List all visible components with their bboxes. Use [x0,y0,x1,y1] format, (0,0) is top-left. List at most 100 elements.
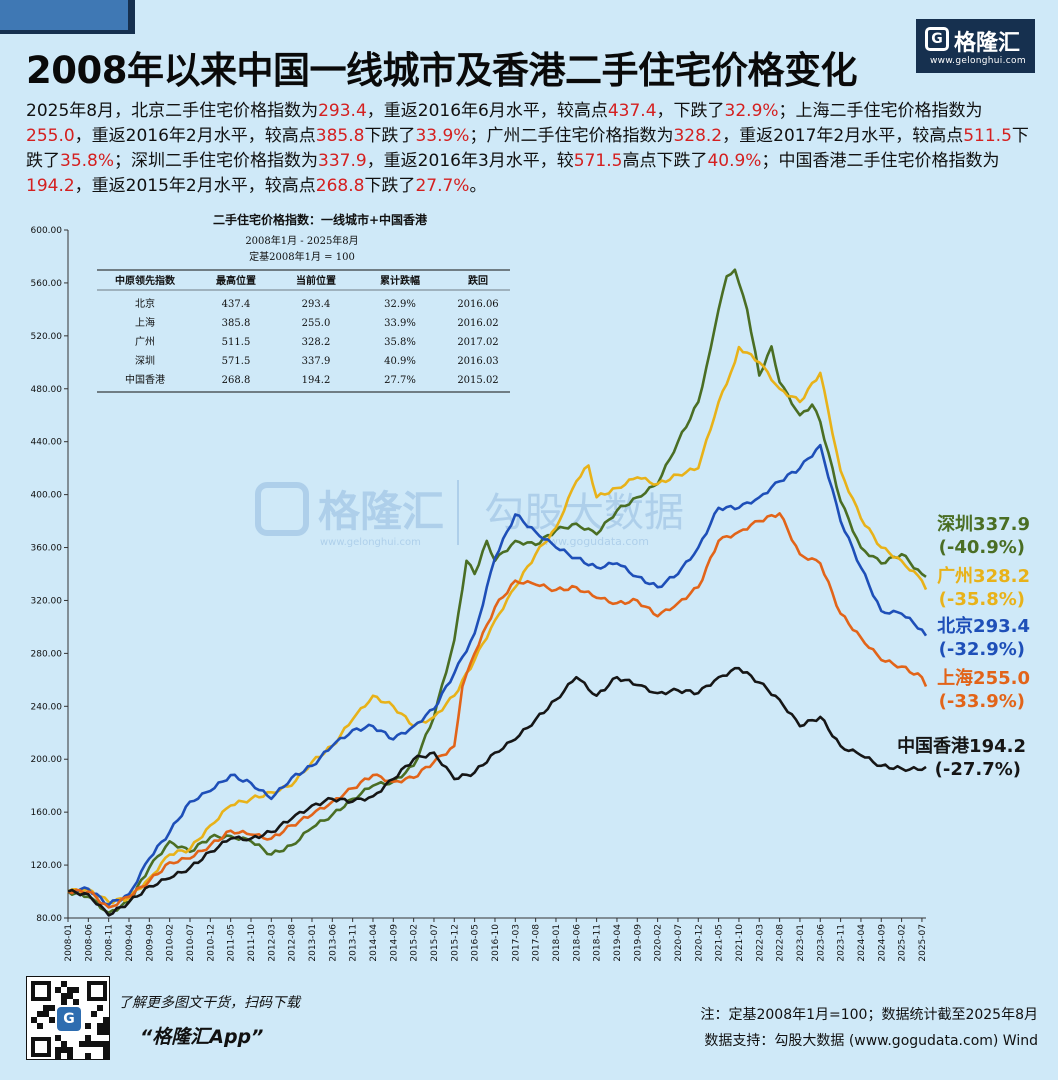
qr-module [91,1011,97,1017]
x-tick-label: 2018-01 [552,924,562,962]
footnote: 注：定基2008年1月=100；数据统计截至2025年8月 [700,1007,1038,1023]
watermark-left-url: www.gelonghui.com [320,537,421,548]
summary-text: ，重返2016年3月水平，较 [366,151,574,171]
watermark: 格隆汇www.gelonghui.com勾股大数据www.gogudata.co… [255,480,684,548]
x-tick-label: 2018-06 [572,924,582,962]
qr-finder [31,1037,51,1057]
qr-module [61,1047,67,1053]
y-tick-label: 200.00 [31,755,63,765]
x-tick-label: 2016-10 [491,924,501,962]
qr-module [91,1041,97,1047]
summary-text: ；广州二手住宅价格指数为 [469,126,674,146]
summary-text: ，重返2016年2月水平，较高点 [74,126,316,146]
x-tick-label: 2012-03 [267,924,277,962]
summary-text: 下跌了 [364,176,416,196]
x-tick-label: 2013-06 [328,924,338,962]
qr-module [67,993,73,999]
page-title: 2008年以来中国一线城市及香港二手住宅价格变化 [26,49,857,92]
table-cell: 2016.06 [457,299,498,310]
y-tick-label: 240.00 [31,702,63,712]
table-cell: 27.7% [384,375,416,386]
brand-logo-icon: G [925,27,949,51]
table-header: 累计跌幅 [380,274,420,287]
table-cell: 2015.02 [457,375,498,386]
qr-module [55,1035,61,1041]
summary-text: ，下跌了 [656,101,725,121]
x-tick-label: 2023-01 [796,924,806,962]
table-cell: 中国香港 [125,373,165,386]
x-tick-label: 2025-02 [898,924,908,962]
series-label: 中国香港194.2 [897,735,1026,757]
x-tick-label: 2012-08 [288,924,298,962]
watermark-logo-icon [255,482,309,536]
watermark-right-url: www.gogudata.com [540,535,649,548]
series-line-4 [67,666,927,917]
series-label: 广州328.2 [937,565,1030,587]
table-cell: 32.9% [384,299,416,310]
x-tick-label: 2019-04 [613,924,623,962]
series-line-3 [67,512,928,909]
x-tick-label: 2021-05 [715,924,725,962]
qr-module [85,1035,91,1041]
table-cell: 35.8% [384,337,416,348]
brand-logo[interactable]: G 格隆汇 www.gelonghui.com [916,19,1035,73]
table-cell: 33.9% [384,318,416,329]
y-tick-label: 280.00 [31,649,63,659]
qr-module [67,1047,73,1053]
table-cell: 255.0 [302,318,331,329]
data-source: 数据支持：勾股大数据 (www.gogudata.com) Wind [704,1033,1038,1049]
table-cell: 385.8 [222,318,251,329]
summary-text: 高点下跌了 [622,151,708,171]
x-tick-label: 2013-11 [349,924,359,962]
y-tick-label: 480.00 [31,385,63,395]
qr-module [85,1041,91,1047]
y-tick-label: 440.00 [31,438,63,448]
series-change: (-32.9%) [939,639,1025,660]
qr-module [49,1017,55,1023]
x-tick-label: 2020-07 [674,924,684,962]
x-tick-label: 2016-05 [471,924,481,962]
y-tick-label: 80.00 [36,914,62,924]
x-tick-label: 2019-09 [633,924,643,962]
x-tick-label: 2008-06 [84,924,94,962]
x-tick-label: 2010-07 [186,924,196,962]
x-tick-label: 2024-04 [857,924,867,962]
summary-text: ，重返2015年2月水平，较高点 [74,176,316,196]
series-line-0 [67,268,927,914]
summary-highlight: 437.4 [607,101,657,121]
y-tick-label: 120.00 [31,861,63,871]
summary-highlight: 268.8 [315,176,365,196]
y-tick-label: 560.00 [31,279,63,289]
qr-module [37,1023,43,1029]
y-tick-label: 600.00 [31,226,63,236]
top-left-bar [0,0,135,34]
x-tick-label: 2022-08 [776,924,786,962]
x-tick-label: 2020-02 [654,924,664,962]
summary-highlight: 32.9% [724,101,779,121]
summary-highlight: 385.8 [315,126,365,146]
x-tick-label: 2010-02 [166,924,176,962]
qr-module [85,1023,91,1029]
qr-module [103,1041,109,1047]
qr-module [97,1029,103,1035]
summary-highlight: 35.8% [60,151,115,171]
table-cell: 广州 [135,336,155,348]
qr-module [103,1029,109,1035]
qr-module [103,1047,109,1053]
x-tick-label: 2011-05 [227,924,237,962]
summary-text: 下跌了 [26,126,1029,171]
table-cell: 深圳 [135,355,155,367]
table-subtitle: 定基2008年1月 = 100 [249,250,355,263]
x-tick-label: 2018-11 [593,924,603,962]
x-tick-label: 2013-01 [308,924,318,962]
table-cell: 2016.02 [457,318,498,329]
series-label: 深圳337.9 [937,513,1030,535]
qr-module [85,1053,91,1059]
summary-highlight: 293.4 [318,101,367,121]
summary-highlight: 328.2 [673,126,723,146]
qr-module [67,987,73,993]
table-cell: 293.4 [302,299,331,310]
series-line-2 [67,443,928,907]
qr-code[interactable]: G [26,976,110,1060]
qr-module [103,1053,109,1059]
